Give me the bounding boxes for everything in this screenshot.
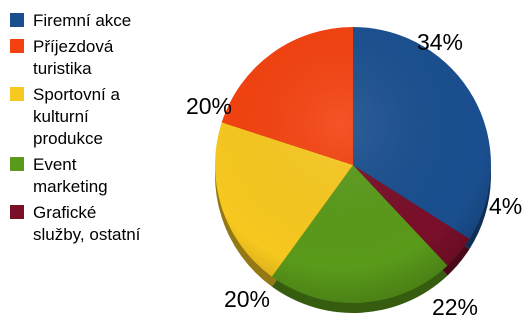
legend-swatch <box>10 205 24 219</box>
legend-label: Firemní akce <box>33 11 132 30</box>
pie-value-label: 20% <box>186 93 232 119</box>
pie-value-label: 4% <box>489 193 522 219</box>
pie-value-label: 34% <box>417 29 463 55</box>
pie-value-label: 22% <box>432 294 478 320</box>
legend-item: Příjezdová turistika <box>10 36 160 80</box>
legend-swatch <box>10 13 24 27</box>
legend-label: Sportovní a kulturní produkce <box>33 85 120 148</box>
pie-value-label: 20% <box>224 286 270 312</box>
legend-item: Firemní akce <box>10 10 160 32</box>
legend-label: Event marketing <box>33 155 108 196</box>
pie-shading <box>215 27 491 303</box>
legend-item: Event marketing <box>10 154 160 198</box>
legend-label: Příjezdová turistika <box>33 37 114 78</box>
legend-item: Sportovní a kulturní produkce <box>10 84 160 150</box>
legend-label: Grafické služby, ostatní <box>33 203 141 244</box>
chart-legend: Firemní akce Příjezdová turistika Sportovn… <box>10 10 160 250</box>
legend-swatch <box>10 157 24 171</box>
legend-item: Grafické služby, ostatní <box>10 202 160 246</box>
legend-swatch <box>10 87 24 101</box>
legend-swatch <box>10 39 24 53</box>
